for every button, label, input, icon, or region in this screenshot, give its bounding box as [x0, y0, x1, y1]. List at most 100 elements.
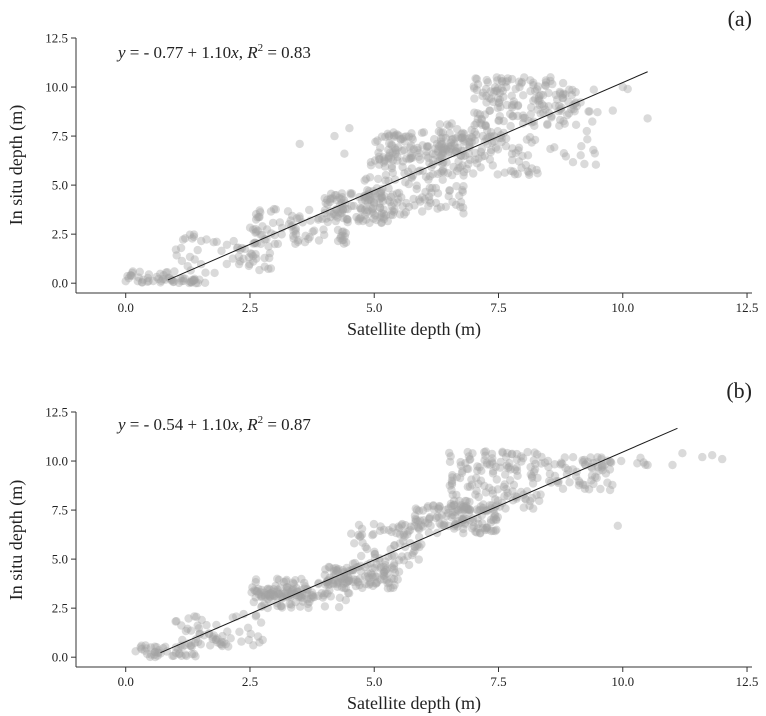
data-point: [303, 595, 312, 604]
data-point: [407, 151, 416, 160]
data-point: [188, 276, 197, 286]
data-point: [413, 146, 422, 155]
data-point: [283, 207, 293, 216]
data-point: [518, 454, 528, 463]
data-point: [293, 587, 302, 596]
data-point: [513, 101, 523, 110]
data-point: [269, 590, 278, 599]
data-point: [408, 171, 418, 180]
data-point: [376, 186, 386, 196]
data-point: [583, 457, 593, 466]
data-point: [511, 148, 520, 158]
data-point: [387, 563, 397, 572]
data-point: [377, 209, 386, 218]
data-point: [473, 114, 482, 124]
data-point: [582, 126, 591, 136]
data-point: [558, 93, 567, 103]
data-point: [382, 569, 392, 578]
data-point: [326, 195, 335, 204]
data-point: [520, 73, 529, 82]
data-point: [222, 259, 231, 269]
data-point: [333, 579, 342, 589]
data-point: [362, 207, 372, 217]
data-point: [503, 74, 513, 83]
data-point: [263, 594, 272, 604]
data-point: [248, 252, 258, 261]
data-point: [159, 271, 168, 280]
data-point: [258, 222, 267, 231]
data-point: [365, 218, 374, 228]
data-point: [521, 495, 530, 504]
data-point: [432, 139, 442, 149]
data-point: [393, 575, 402, 584]
data-point: [449, 496, 459, 505]
data-point: [150, 648, 160, 657]
eq-a-y: y: [116, 43, 126, 62]
data-point: [188, 234, 197, 243]
data-point: [485, 501, 494, 510]
data-point: [363, 572, 372, 581]
data-point: [188, 275, 197, 285]
data-point: [372, 215, 381, 225]
data-point: [193, 637, 203, 647]
data-point: [435, 502, 444, 511]
data-point: [286, 216, 295, 225]
data-point: [451, 134, 460, 143]
data-point: [528, 493, 537, 503]
data-point: [502, 461, 511, 470]
data-point: [391, 148, 400, 157]
data-point: [487, 457, 497, 466]
data-point: [493, 496, 503, 505]
data-point: [285, 599, 294, 609]
data-point: [181, 626, 191, 636]
data-point: [323, 589, 332, 598]
data-point: [548, 79, 557, 89]
data-point: [421, 172, 431, 181]
data-point: [375, 199, 384, 208]
data-point: [341, 584, 350, 593]
data-point: [186, 641, 196, 650]
data-point: [387, 202, 396, 211]
data-point: [451, 147, 460, 156]
data-point: [448, 510, 457, 520]
data-point: [193, 278, 202, 288]
data-point: [408, 551, 417, 560]
data-point: [603, 456, 612, 465]
data-point: [500, 492, 509, 501]
data-point: [346, 189, 355, 198]
data-point: [490, 83, 500, 92]
data-point: [362, 174, 371, 183]
data-point: [248, 583, 257, 592]
data-point: [379, 209, 389, 219]
data-point: [336, 206, 345, 215]
data-point: [433, 204, 442, 213]
data-point: [438, 165, 448, 174]
data-point: [499, 92, 508, 102]
data-point: [533, 82, 543, 91]
data-point: [320, 602, 330, 611]
data-point: [492, 516, 501, 525]
data-point: [498, 447, 507, 456]
data-point: [251, 575, 261, 584]
data-point: [526, 76, 535, 85]
data-point: [456, 457, 465, 467]
data-point: [357, 204, 366, 213]
data-point: [260, 590, 269, 600]
data-point: [496, 103, 505, 112]
data-point: [410, 511, 420, 520]
data-point: [456, 198, 466, 207]
data-point: [320, 230, 329, 240]
data-point: [556, 460, 565, 469]
data-point: [270, 591, 279, 601]
data-point: [314, 591, 323, 601]
data-point: [410, 201, 419, 210]
data-point: [368, 572, 377, 582]
data-point: [367, 196, 376, 206]
data-point: [479, 506, 488, 515]
data-point: [559, 149, 569, 158]
data-point: [134, 273, 143, 282]
data-point: [564, 465, 573, 475]
data-point: [477, 114, 486, 124]
data-point: [491, 511, 500, 520]
data-point: [560, 119, 569, 128]
